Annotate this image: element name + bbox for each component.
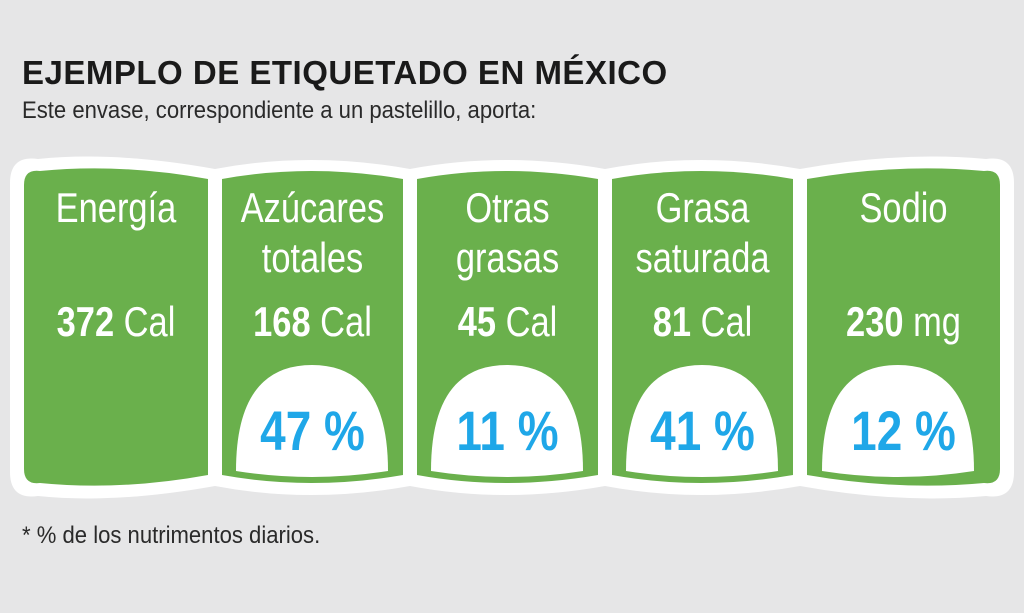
seal-grasa-saturada-percent-badge xyxy=(626,365,778,477)
seal-energia-background xyxy=(24,168,208,486)
label-title: EJEMPLO DE ETIQUETADO EN MÉXICO xyxy=(22,54,668,91)
label-subtitle: Este envase, correspondiente a un pastel… xyxy=(22,97,537,124)
label-panel-background xyxy=(10,156,1014,499)
seal-value: 45 Cal xyxy=(433,297,581,347)
seal-percent: 47 % xyxy=(260,399,365,462)
seal-value: 372 Cal xyxy=(41,297,192,347)
seal-otras-grasas-percent-badge xyxy=(431,365,583,477)
seal-name: Energía xyxy=(55,184,177,231)
seal-unit: Cal xyxy=(505,298,558,345)
seal-name: Sodio xyxy=(859,184,948,231)
seal-percent: 11 % xyxy=(456,399,559,462)
seal-name: Grasa saturada xyxy=(635,184,770,281)
seal-amount: 230 xyxy=(846,298,904,345)
seal-value: 81 Cal xyxy=(628,297,776,347)
nutrition-label-panel: Energía 372 Cal Azúcares totales 168 Cal… xyxy=(10,155,1014,500)
seal-unit: Cal xyxy=(700,298,753,345)
footnote: * % de los nutrimentos diarios. xyxy=(22,522,321,549)
seal-grasa-saturada: Grasa saturada 81 Cal 41 % xyxy=(612,155,793,500)
seal-value: 168 Cal xyxy=(238,297,386,347)
seal-unit: Cal xyxy=(320,298,372,345)
seal-sodio-percent-badge xyxy=(822,365,974,477)
seal-amount: 81 xyxy=(652,298,692,345)
seal-unit: Cal xyxy=(123,298,176,345)
seal-azucares-percent-badge xyxy=(236,365,388,477)
seal-name: Azúcares totales xyxy=(240,184,385,281)
seal-energia: Energía 372 Cal xyxy=(24,155,208,500)
seal-amount: 45 xyxy=(457,298,497,345)
seal-percent: 12 % xyxy=(851,399,956,462)
seal-amount: 168 xyxy=(253,298,311,345)
seal-otras-grasas: Otras grasas 45 Cal 11 % xyxy=(417,155,598,500)
seal-azucares-totales: Azúcares totales 168 Cal 47 % xyxy=(222,155,403,500)
seal-percent: 41 % xyxy=(650,399,755,462)
seal-unit: mg xyxy=(913,298,961,345)
seal-amount: 372 xyxy=(56,298,115,345)
seal-sodio: Sodio 230 mg 12 % xyxy=(807,155,1000,500)
seal-value: 230 mg xyxy=(824,297,982,347)
seal-name: Otras grasas xyxy=(455,184,560,281)
